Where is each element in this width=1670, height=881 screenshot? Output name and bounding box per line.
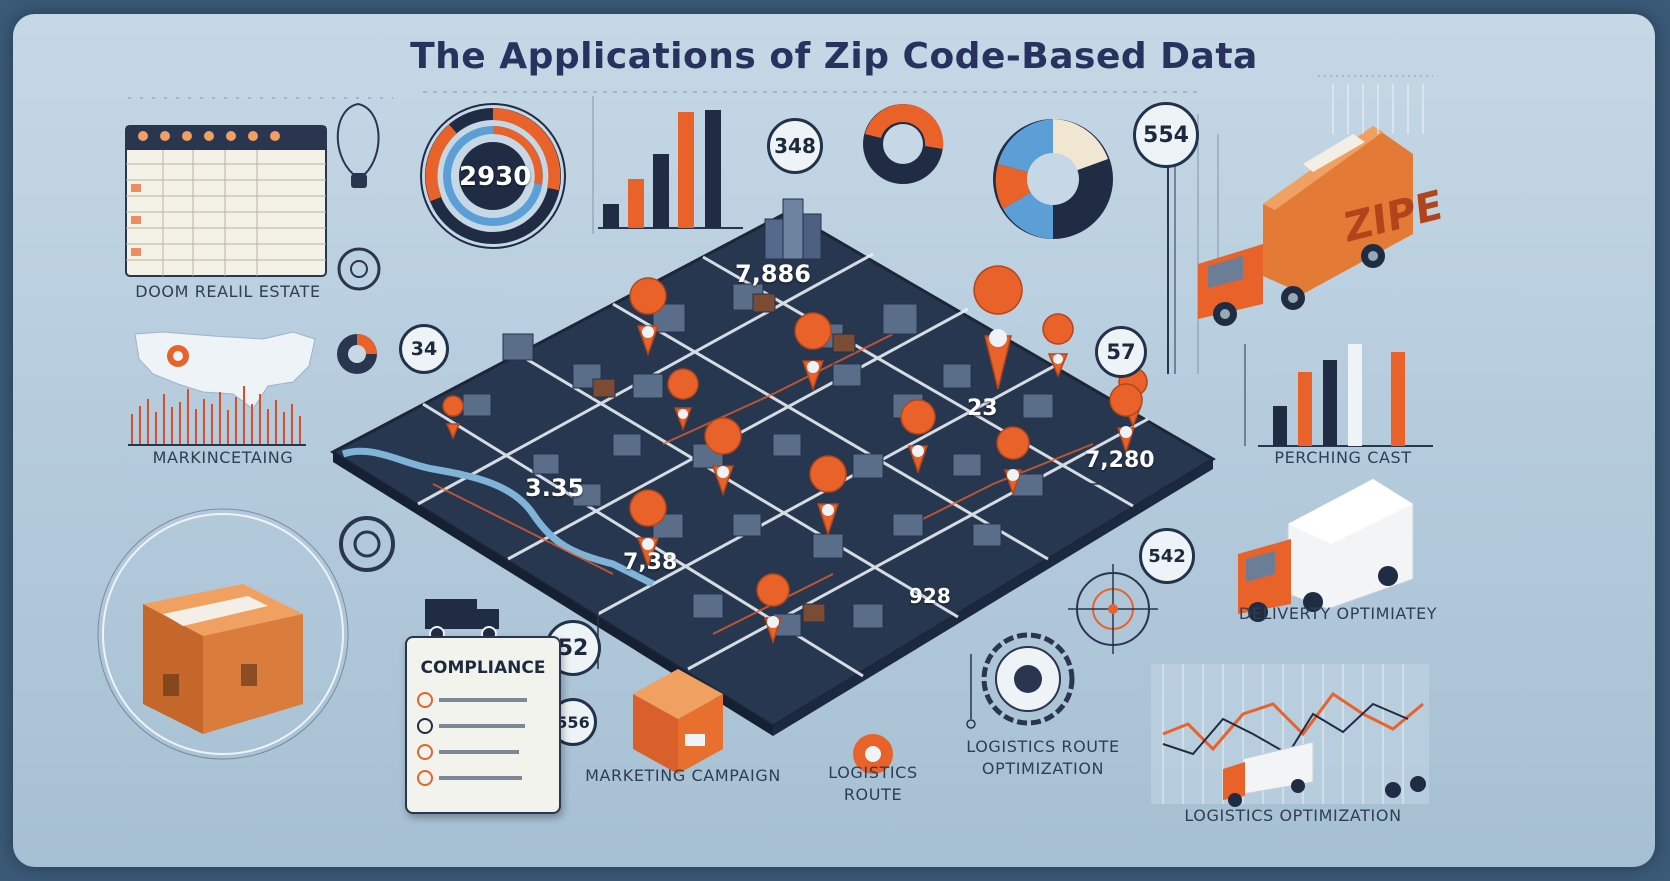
- label-logistics-route-optimization: LOGISTICS ROUTE OPTIMIZATION: [943, 736, 1143, 780]
- isometric-city-map: [329, 198, 1216, 736]
- target-crosshair-icon: [1068, 564, 1158, 654]
- infographic-card: The Applications of Zip Code-Based Data …: [13, 14, 1655, 867]
- top-bar-chart: [598, 110, 743, 229]
- magnifier-stick: [1167, 162, 1176, 374]
- gear-badge-icon: [339, 516, 395, 572]
- label-perching: PERCHING CAST: [1274, 448, 1412, 467]
- pie-chart: [993, 119, 1113, 239]
- donut-value: 2930: [459, 162, 532, 192]
- compliance-checklist: COMPLIANCE: [405, 636, 561, 814]
- package-box-icon: [97, 508, 349, 760]
- calendar-table-icon: [125, 125, 327, 277]
- radial-donut-chart: [420, 103, 566, 249]
- label-marketing-campaign: MARKETING CAMPAIGN: [585, 766, 781, 785]
- badge-554: 554: [1133, 102, 1199, 168]
- label-route-opt-line2: OPTIMIZATION: [981, 759, 1105, 778]
- badge-57: 57: [1095, 326, 1147, 378]
- compliance-title: COMPLIANCE: [420, 658, 546, 678]
- label-marketing: MARKINCETAING: [152, 448, 294, 467]
- label-route-opt-line1: LOGISTICS ROUTE: [966, 737, 1120, 756]
- infographic-artwork: [97, 75, 1433, 807]
- map-value-top: 7,886: [735, 260, 811, 288]
- label-logistics-optimization: LOGISTICS OPTIMIZATION: [1184, 806, 1402, 825]
- us-map-icon: [134, 331, 316, 410]
- truck-sign-icon: [425, 599, 499, 642]
- orange-box-icon: [633, 669, 723, 774]
- label-real-estate: DOOM REALIL ESTATE: [135, 282, 321, 301]
- small-gauge-icon: [337, 247, 381, 291]
- map-value-center-right: 23: [967, 396, 998, 421]
- right-bar-chart: [1244, 344, 1433, 447]
- label-delivery: DELIVERTY OPTIMIATEY: [1238, 604, 1438, 623]
- badge-348: 348: [767, 118, 823, 174]
- map-value-bottom-left: 7,38: [623, 550, 678, 575]
- label-logistics-route-line2: ROUTE: [843, 785, 903, 804]
- white-delivery-truck-icon: [1238, 478, 1414, 622]
- badge-34: 34: [399, 324, 449, 374]
- label-logistics-route-line1: LOGISTICS: [828, 763, 918, 782]
- map-value-bottom-center: 928: [909, 584, 951, 608]
- orange-truck-icon: [1198, 126, 1413, 326]
- map-value-left: 3.35: [525, 474, 585, 502]
- map-value-right: 7,280: [1085, 448, 1155, 473]
- checklist-icon: [417, 692, 527, 786]
- lightbulb-icon: [336, 102, 380, 188]
- logistics-line-chart: [1151, 664, 1429, 807]
- orange-donut-chart: [863, 103, 944, 184]
- label-logistics-route: LOGISTICS ROUTE: [803, 762, 943, 806]
- small-pie-icon: [337, 334, 377, 374]
- page-title: The Applications of Zip Code-Based Data: [410, 36, 1258, 77]
- badge-542: 542: [1139, 528, 1195, 584]
- marketing-bar-chart: [128, 386, 306, 446]
- compass-icon: [981, 632, 1075, 726]
- skyscraper-icon: [764, 198, 822, 260]
- route-pin-icon: [853, 734, 893, 774]
